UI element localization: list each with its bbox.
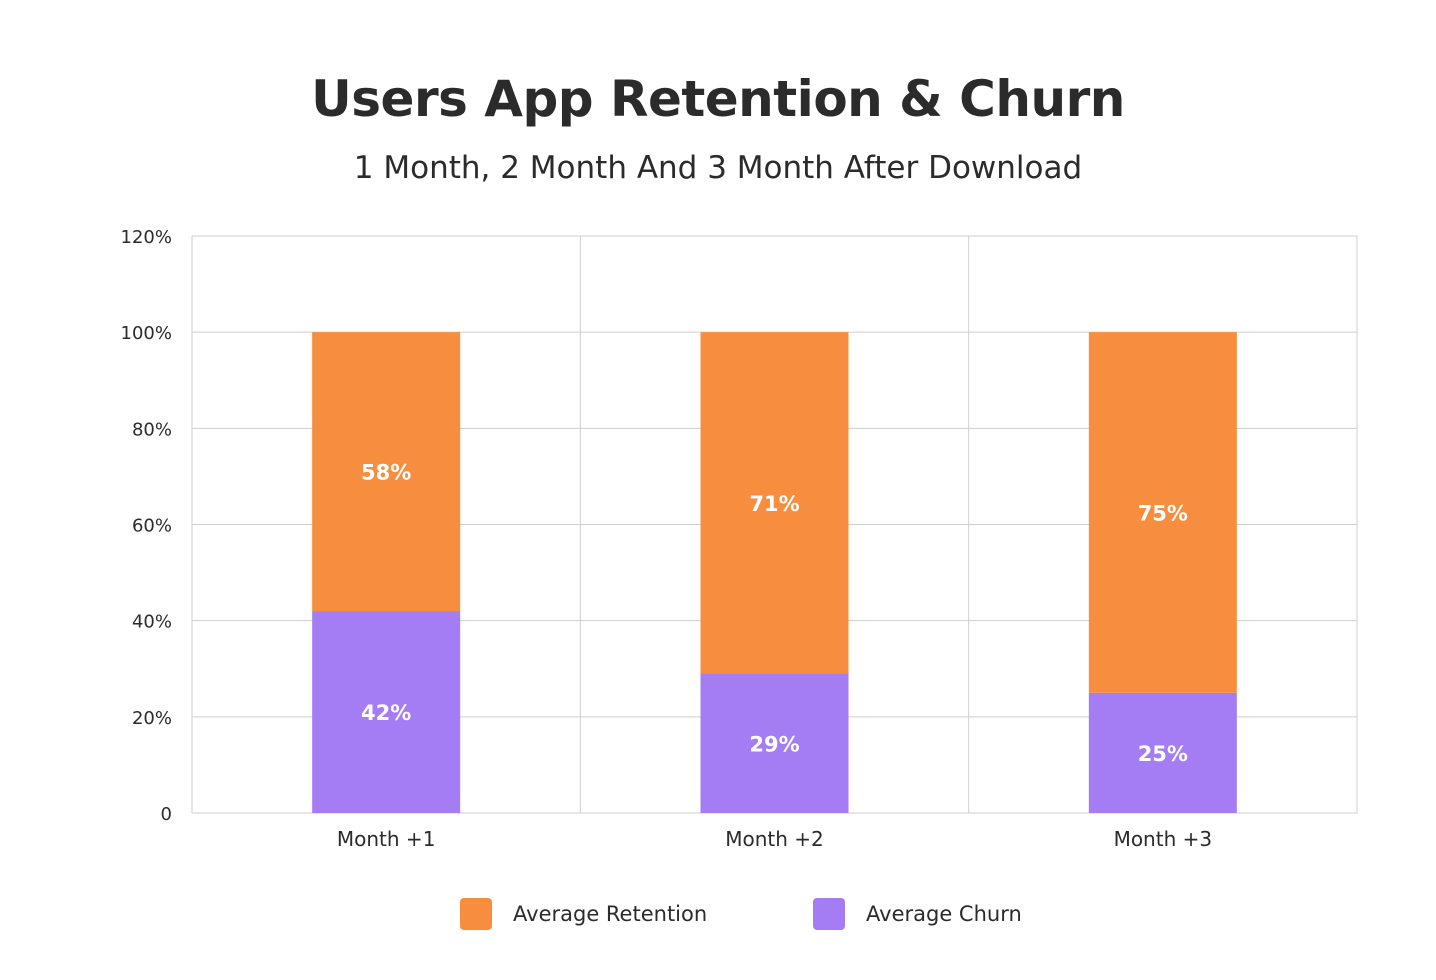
legend-swatch-churn <box>813 898 845 930</box>
bar-value-label: 75% <box>1138 501 1188 525</box>
y-tick-label: 60% <box>132 516 172 537</box>
chart-subtitle: 1 Month, 2 Month And 3 Month After Downl… <box>353 150 1083 186</box>
legend-label-retention: Average Retention <box>513 902 708 926</box>
x-tick-label: Month +2 <box>725 827 824 851</box>
x-tick-label: Month +1 <box>337 827 436 851</box>
y-tick-label: 100% <box>121 323 172 344</box>
y-tick-label: 20% <box>132 708 172 729</box>
x-tick-label: Month +3 <box>1114 827 1213 851</box>
bar-value-label: 29% <box>749 732 799 756</box>
bar-retention <box>700 332 849 674</box>
legend-swatch-retention <box>460 898 492 930</box>
bar-value-label: 42% <box>361 701 411 725</box>
y-tick-label: 0 <box>161 804 172 825</box>
y-tick-label: 40% <box>132 612 172 633</box>
chart-title: Users App Retention & Churn <box>311 70 1125 128</box>
legend-item-retention: Average Retention <box>460 896 707 932</box>
bar-value-label: 71% <box>749 492 799 516</box>
stacked-bar-chart: 0 20% 40% 60% 80% 100% 120% 42% 58% Month +1 29% 71… <box>121 227 1358 851</box>
legend-label-churn: Average Churn <box>866 902 1022 926</box>
legend-item-churn: Average Churn <box>813 896 1022 932</box>
bar-retention <box>1088 332 1237 693</box>
chart-legend: Average Retention Average Churn <box>0 896 1436 932</box>
bar-value-label: 25% <box>1138 742 1188 766</box>
bar-retention <box>312 332 461 612</box>
y-tick-label: 120% <box>121 227 172 248</box>
bar-churn <box>700 673 849 813</box>
bar-churn <box>1088 692 1237 813</box>
bar-value-label: 58% <box>361 461 411 485</box>
bar-churn <box>312 611 461 813</box>
y-tick-label: 80% <box>132 419 172 440</box>
